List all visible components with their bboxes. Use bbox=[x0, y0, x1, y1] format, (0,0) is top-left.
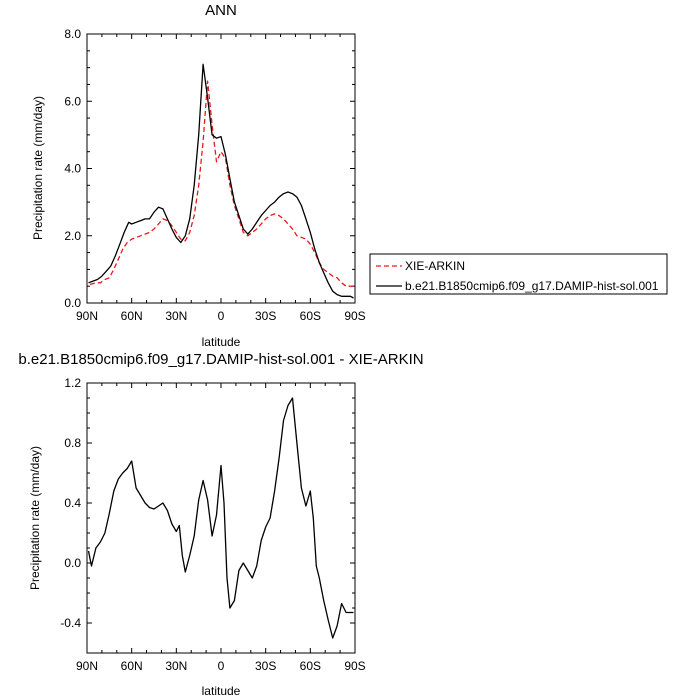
bottom-x-tick-label: 30N bbox=[165, 659, 187, 673]
bottom-x-tick-label: 60N bbox=[121, 659, 143, 673]
bottom-x-tick-label: 90N bbox=[76, 659, 98, 673]
top-series-line-1 bbox=[88, 63, 354, 299]
top-x-tick-label: 90N bbox=[76, 309, 98, 323]
top-y-tick-label: 4.0 bbox=[64, 162, 81, 176]
bottom-y-ticks: -0.4 0.0 0.4 0.8 1.2 bbox=[60, 376, 355, 630]
bottom-y-axis-label: Precipitation rate (mm/day) bbox=[28, 446, 42, 590]
top-series bbox=[88, 63, 354, 299]
bottom-plot-frame bbox=[86, 382, 356, 654]
top-y-tick-label: 8.0 bbox=[64, 27, 81, 41]
top-x-axis-label: latitude bbox=[202, 335, 241, 349]
legend-label-xie-arkin: XIE-ARKIN bbox=[405, 259, 465, 273]
top-series-line-0 bbox=[89, 80, 354, 287]
top-x-ticks: 90N 60N 30N 0 30S 60S 90S bbox=[76, 34, 366, 323]
legend-label-model: b.e21.B1850cmip6.f09_g17.DAMIP-hist-sol.… bbox=[405, 279, 659, 293]
top-x-tick-label: 60N bbox=[121, 309, 143, 323]
bottom-x-axis-label: latitude bbox=[202, 684, 241, 698]
top-plot-frame bbox=[86, 33, 356, 304]
bottom-y-tick-label: 0.4 bbox=[64, 496, 81, 510]
top-x-tick-label: 0 bbox=[218, 309, 225, 323]
bottom-panel: b.e21.B1850cmip6.f09_g17.DAMIP-hist-sol.… bbox=[18, 351, 423, 698]
top-x-tick-label: 90S bbox=[344, 309, 365, 323]
bottom-y-tick-label: 1.2 bbox=[64, 376, 81, 390]
top-y-ticks: 0.0 2.0 4.0 6.0 8.0 bbox=[64, 27, 355, 310]
top-y-tick-label: 6.0 bbox=[64, 94, 81, 108]
legend: XIE-ARKIN b.e21.B1850cmip6.f09_g17.DAMIP… bbox=[369, 253, 668, 295]
top-x-tick-label: 30N bbox=[165, 309, 187, 323]
bottom-series-line-0 bbox=[87, 397, 354, 639]
bottom-chart-title: b.e21.B1850cmip6.f09_g17.DAMIP-hist-sol.… bbox=[18, 351, 423, 368]
top-x-tick-label: 60S bbox=[300, 309, 321, 323]
top-x-tick-label: 30S bbox=[255, 309, 276, 323]
top-y-axis-label: Precipitation rate (mm/day) bbox=[31, 96, 45, 240]
top-panel: ANN 90N 60N 30N 0 30S 60S 90S 0.02.04.06.08.0 … bbox=[31, 2, 366, 349]
bottom-x-tick-label: 0 bbox=[218, 659, 225, 673]
top-y-tick-label: 2.0 bbox=[64, 229, 81, 243]
bottom-x-tick-label: 60S bbox=[300, 659, 321, 673]
bottom-series bbox=[87, 397, 354, 639]
bottom-y-tick-label: 0.0 bbox=[64, 556, 81, 570]
top-chart-title: ANN bbox=[205, 2, 237, 19]
legend-box bbox=[369, 253, 668, 295]
bottom-y-tick-label: 0.8 bbox=[64, 436, 81, 450]
bottom-x-ticks: 90N 60N 30N 0 30S 60S 90S bbox=[76, 383, 366, 673]
bottom-x-tick-label: 90S bbox=[344, 659, 365, 673]
bottom-y-tick-label: -0.4 bbox=[60, 616, 81, 630]
top-y-tick-label: 0.0 bbox=[64, 296, 81, 310]
bottom-x-tick-label: 30S bbox=[255, 659, 276, 673]
